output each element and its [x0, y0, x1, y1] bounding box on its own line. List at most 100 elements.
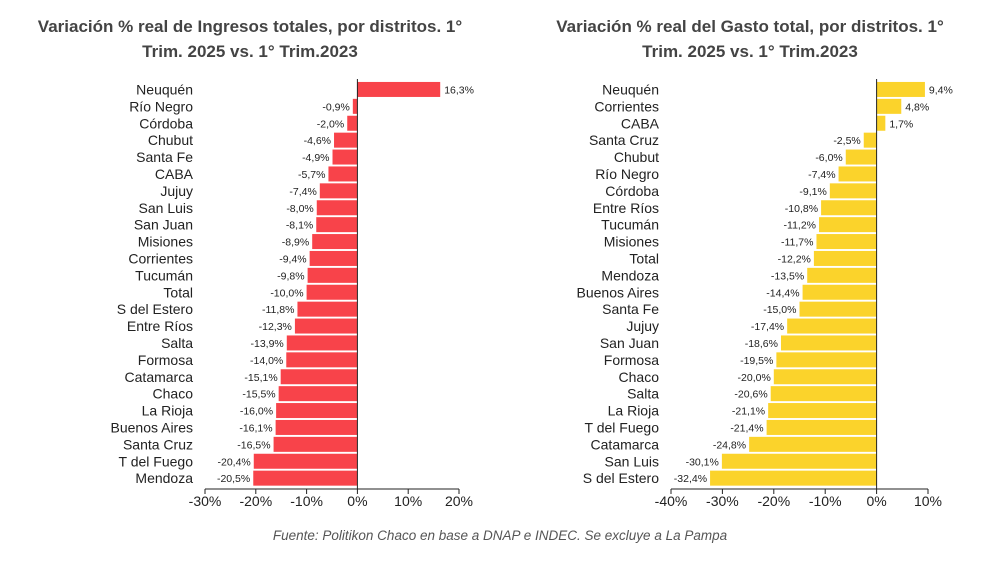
gasto-value-label: -10,8% — [785, 203, 818, 215]
ingresos-value-label: -8,0% — [286, 203, 313, 215]
gasto-category-label: Entre Ríos — [593, 200, 659, 216]
ingresos-bar — [276, 403, 358, 419]
gasto-bar — [721, 453, 877, 469]
gasto-value-label: -7,4% — [808, 169, 835, 181]
ingresos-x-tick-label: -30% — [189, 493, 222, 509]
gasto-bar — [816, 234, 877, 250]
ingresos-value-label: -15,1% — [244, 372, 277, 384]
ingresos-category-label: Corrientes — [128, 250, 193, 266]
gasto-value-label: -12,2% — [778, 253, 811, 265]
gasto-bar — [863, 132, 877, 148]
ingresos-bar — [297, 301, 358, 317]
gasto-chart-title: Variación % real del Gasto total, por di… — [500, 14, 1000, 64]
ingresos-value-label: -9,4% — [279, 253, 306, 265]
ingresos-bar — [275, 419, 358, 435]
ingresos-category-label: Neuquén — [136, 81, 193, 97]
ingresos-title-line2: Trim. 2025 vs. 1° Trim.2023 — [142, 42, 358, 61]
gasto-bar — [876, 98, 902, 114]
gasto-value-label: -13,5% — [771, 270, 804, 282]
ingresos-value-label: -2,0% — [317, 118, 344, 130]
ingresos-bar — [312, 234, 358, 250]
ingresos-category-label: Total — [163, 284, 193, 300]
gasto-x-tick-label: 10% — [914, 493, 942, 509]
ingresos-bar — [316, 217, 358, 233]
gasto-bar-chart: Neuquén 9,4% Corrientes 4,8% CABA 1,7% Santa C… — [577, 79, 953, 509]
gasto-value-label: -15,0% — [763, 304, 796, 316]
ingresos-bar — [273, 436, 358, 452]
gasto-bar — [799, 301, 877, 317]
gasto-bar — [768, 403, 877, 419]
gasto-category-label: S del Estero — [583, 470, 659, 486]
ingresos-value-label: -8,9% — [282, 237, 309, 249]
ingresos-x-tick-label: 20% — [445, 493, 473, 509]
ingresos-bar — [307, 267, 358, 283]
gasto-value-label: 1,7% — [889, 118, 913, 130]
gasto-bar — [813, 250, 877, 266]
ingresos-x-tick-label: -20% — [239, 493, 272, 509]
gasto-value-label: -6,0% — [815, 152, 842, 164]
ingresos-category-label: Santa Fe — [136, 149, 193, 165]
gasto-bar — [829, 183, 877, 199]
ingresos-value-label: -10,0% — [270, 287, 303, 299]
gasto-value-label: -32,4% — [674, 473, 707, 485]
gasto-bar — [807, 267, 877, 283]
ingresos-value-label: -0,9% — [322, 101, 349, 113]
ingresos-category-label: CABA — [155, 166, 194, 182]
gasto-category-label: San Juan — [600, 335, 659, 351]
gasto-category-label: CABA — [621, 115, 660, 131]
ingresos-bar — [332, 149, 358, 165]
gasto-bar — [876, 115, 886, 131]
ingresos-category-label: Catamarca — [125, 369, 194, 385]
ingresos-bar — [309, 250, 358, 266]
gasto-category-label: Santa Fe — [602, 301, 659, 317]
ingresos-category-label: Río Negro — [129, 98, 193, 114]
ingresos-bar — [347, 115, 358, 131]
ingresos-category-label: Chaco — [153, 386, 194, 402]
gasto-bar — [770, 386, 877, 402]
gasto-category-label: T del Fuego — [585, 419, 660, 435]
gasto-bar — [780, 335, 877, 351]
ingresos-category-label: Mendoza — [135, 470, 193, 486]
gasto-category-label: Chaco — [619, 369, 660, 385]
ingresos-bar — [316, 200, 358, 216]
ingresos-value-label: -11,8% — [262, 304, 295, 316]
gasto-title-line1: Variación % real del Gasto total, por di… — [556, 17, 944, 36]
ingresos-chart-title: Variación % real de Ingresos totales, po… — [0, 14, 500, 64]
gasto-value-label: -21,1% — [732, 406, 765, 418]
gasto-x-tick-label: -20% — [757, 493, 790, 509]
ingresos-value-label: -14,0% — [250, 355, 283, 367]
ingresos-category-label: Buenos Aires — [111, 419, 194, 435]
ingresos-value-label: -13,9% — [251, 338, 284, 350]
ingresos-value-label: -20,4% — [217, 456, 250, 468]
gasto-category-label: Formosa — [604, 352, 659, 368]
ingresos-bar — [253, 470, 358, 486]
ingresos-category-label: San Luis — [139, 200, 193, 216]
ingresos-value-label: -9,8% — [277, 270, 304, 282]
ingresos-bar-chart: Neuquén 16,3% Río Negro -0,9% Córdoba -2,0% Ch… — [111, 79, 474, 509]
gasto-x-tick-label: -40% — [655, 493, 688, 509]
ingresos-category-label: Jujuy — [160, 183, 193, 199]
gasto-value-label: -14,4% — [766, 287, 799, 299]
ingresos-category-label: Santa Cruz — [123, 436, 193, 452]
ingresos-bar — [306, 284, 358, 300]
ingresos-title-line1: Variación % real de Ingresos totales, po… — [37, 17, 463, 36]
gasto-bar — [802, 284, 877, 300]
gasto-x-tick-label: -10% — [809, 493, 842, 509]
gasto-value-label: -17,4% — [751, 321, 784, 333]
gasto-category-label: La Rioja — [608, 403, 660, 419]
gasto-value-label: 9,4% — [929, 84, 953, 96]
gasto-value-label: -24,8% — [713, 439, 746, 451]
gasto-bar — [749, 436, 877, 452]
gasto-category-label: Mendoza — [601, 267, 659, 283]
gasto-value-label: -9,1% — [799, 186, 826, 198]
gasto-value-label: -21,4% — [730, 422, 763, 434]
gasto-category-label: Santa Cruz — [589, 132, 659, 148]
gasto-bar — [773, 369, 877, 385]
gasto-bar — [766, 419, 877, 435]
ingresos-value-label: -20,5% — [217, 473, 250, 485]
ingresos-category-label: La Rioja — [142, 403, 194, 419]
ingresos-chart-panel: Variación % real de Ingresos totales, po… — [0, 0, 500, 520]
ingresos-value-label: -4,6% — [304, 135, 331, 147]
gasto-category-label: Neuquén — [602, 81, 659, 97]
gasto-x-tick-label: 0% — [866, 493, 886, 509]
